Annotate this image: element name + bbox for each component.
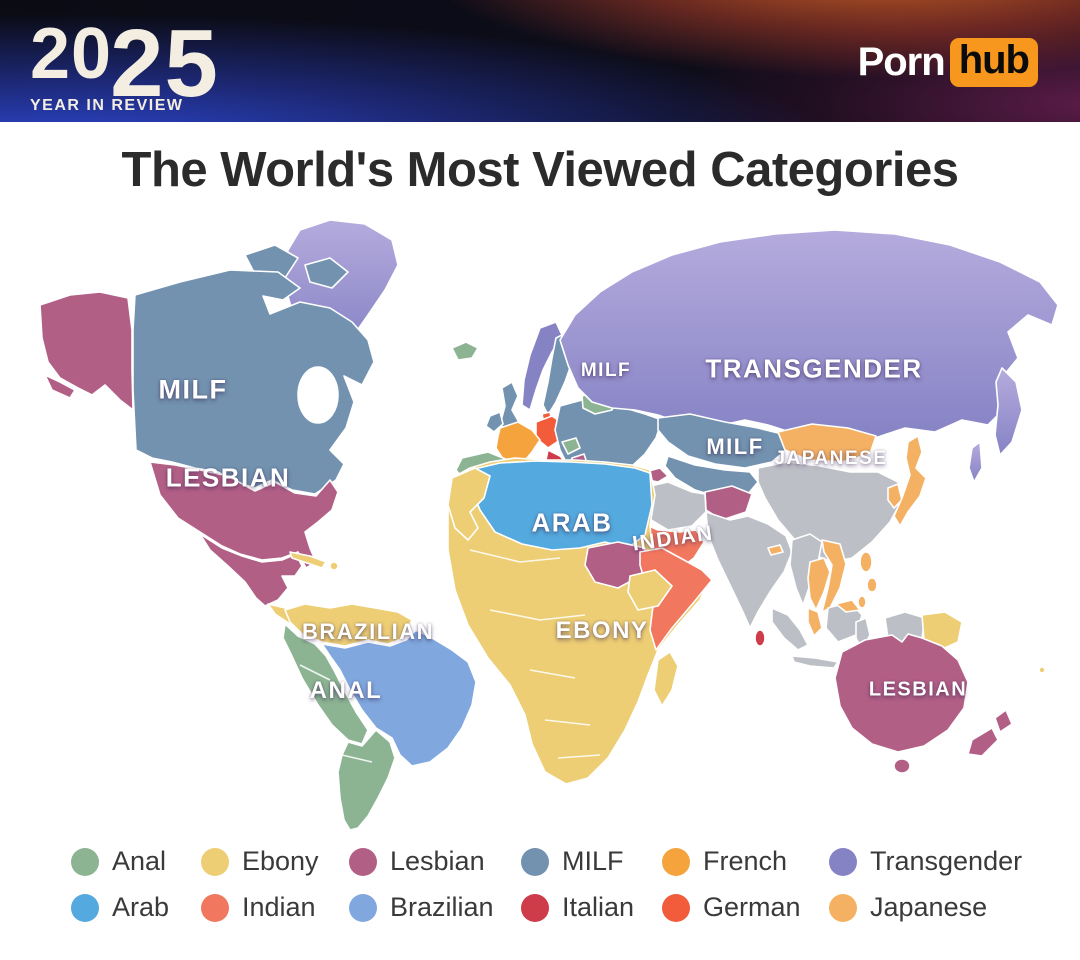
country-australia	[834, 633, 969, 753]
legend-item-japanese: Japanese	[829, 892, 1022, 923]
island-java	[791, 655, 839, 669]
legend-swatch-french	[662, 847, 690, 876]
country-vietnam	[821, 539, 847, 613]
page-title: The World's Most Viewed Categories	[121, 143, 959, 197]
legend-label-arab: Arab	[112, 892, 170, 922]
legend-item-milf: MILF	[521, 846, 662, 877]
country-kazakhstan	[657, 413, 789, 469]
island-sakhalin	[968, 441, 983, 483]
year-digits-20: 20	[30, 14, 113, 94]
legend-swatch-transgender	[829, 847, 857, 876]
legend-swatch-japanese	[829, 893, 857, 922]
region-central-europe-green	[561, 437, 581, 455]
legend: Anal Ebony Lesbian MILF French Transgender Ara…	[71, 846, 1022, 923]
border-decoration	[469, 549, 601, 759]
legend-label-french: French	[703, 846, 788, 876]
legend-swatch-arab	[71, 893, 99, 922]
legend-item-arab: Arab	[71, 892, 201, 923]
arctic-island	[304, 257, 349, 289]
legend-item-german: German	[662, 892, 829, 923]
country-canada	[132, 269, 375, 495]
legend-swatch-ebony	[201, 847, 229, 876]
country-norway	[521, 321, 563, 411]
country-mongolia	[777, 423, 877, 463]
country-ethiopia	[627, 569, 673, 611]
world-map-svg	[39, 219, 1059, 831]
country-brazil	[321, 629, 477, 767]
legend-swatch-anal	[71, 847, 99, 876]
country-morocco	[447, 467, 491, 541]
island-sumatra	[771, 607, 809, 651]
legend-label-lesbian: Lesbian	[390, 846, 485, 876]
region-south-america-north	[284, 603, 413, 647]
country-thailand	[807, 557, 831, 611]
legend-item-transgender: Transgender	[829, 846, 1022, 877]
world-map: MILF LESBIAN BRAZILIAN ANAL ARAB EBONY INDIAN M…	[0, 210, 1080, 840]
island-sri-lanka	[754, 629, 766, 647]
region-southern-cone	[337, 729, 396, 831]
country-korea	[887, 483, 903, 509]
legend-item-brazilian: Brazilian	[349, 892, 521, 923]
legend-item-indian: Indian	[201, 892, 349, 923]
island-philippines-visayas	[866, 577, 878, 593]
legend-label-japanese: Japanese	[870, 892, 988, 922]
legend-label-anal: Anal	[112, 846, 167, 876]
year-in-review-logo: 20 25 YEAR IN REVIEW	[30, 2, 219, 114]
country-ireland	[485, 411, 504, 433]
pornhub-logo: Porn hub	[858, 38, 1038, 87]
country-usa	[149, 461, 339, 569]
island-philippines-luzon	[859, 551, 873, 573]
island-philippines-mindanao	[857, 595, 867, 609]
brand-text-hub: hub	[949, 38, 1038, 87]
region-kamchatka	[994, 367, 1023, 456]
border-decoration	[299, 664, 373, 763]
legend-label-german: German	[703, 892, 801, 922]
legend-label-milf: MILF	[562, 846, 624, 876]
legend-label-italian: Italian	[562, 892, 635, 922]
region-alaska	[39, 291, 134, 411]
header-banner: 20 25 YEAR IN REVIEW Porn hub	[0, 0, 1080, 122]
legend-swatch-brazilian	[349, 893, 377, 922]
hudson-bay	[297, 366, 339, 424]
country-japan	[893, 435, 927, 527]
country-china	[757, 461, 903, 563]
country-russia	[559, 229, 1059, 439]
island-fiji	[1038, 666, 1046, 674]
region-aleutians	[44, 374, 76, 399]
legend-swatch-lesbian	[349, 847, 377, 876]
legend-label-transgender: Transgender	[870, 846, 1023, 876]
island-tasmania	[893, 758, 911, 774]
region-borneo-malaysia	[835, 599, 861, 613]
legend-swatch-german	[662, 893, 690, 922]
island-madagascar	[653, 651, 679, 707]
island-nz-north	[994, 709, 1013, 733]
legend-label-indian: Indian	[242, 892, 316, 922]
legend-item-italian: Italian	[521, 892, 662, 923]
legend-swatch-indian	[201, 893, 229, 922]
legend-swatch-milf	[521, 847, 549, 876]
country-iceland	[451, 341, 479, 361]
legend-label-ebony: Ebony	[242, 846, 319, 876]
year-digits-25: 25	[110, 10, 219, 117]
year-tagline: YEAR IN REVIEW	[30, 97, 184, 114]
legend-item-ebony: Ebony	[201, 846, 349, 877]
region-north-africa-arab	[469, 460, 653, 551]
legend-label-brazilian: Brazilian	[390, 892, 494, 922]
country-mexico	[199, 533, 303, 607]
region-malay-peninsula	[807, 607, 823, 637]
region-india-pakistan	[705, 511, 793, 629]
legend-item-lesbian: Lesbian	[349, 846, 521, 877]
island-hispaniola	[329, 561, 339, 571]
region-andes-west	[282, 623, 369, 745]
island-cuba	[289, 551, 327, 569]
brand-text-porn: Porn	[857, 40, 946, 84]
country-nepal	[767, 544, 784, 556]
legend-item-anal: Anal	[71, 846, 201, 877]
legend-swatch-italian	[521, 893, 549, 922]
legend-item-french: French	[662, 846, 829, 877]
island-nz-south	[967, 727, 999, 757]
